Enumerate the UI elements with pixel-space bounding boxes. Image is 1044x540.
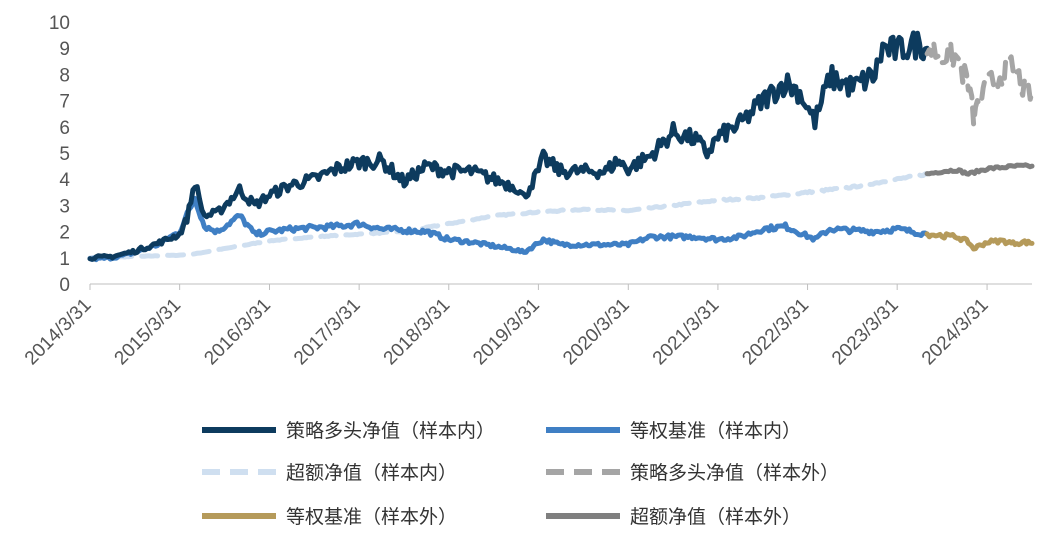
x-tick-label: 2023/3/31 [828,295,903,370]
x-tick-label: 2019/3/31 [469,295,544,370]
legend-label: 超额净值（样本内） [286,462,457,484]
y-tick-label: 2 [59,223,70,244]
x-tick-label: 2020/3/31 [559,295,634,370]
series-line [87,171,930,261]
x-tick-label: 2021/3/31 [649,295,724,370]
y-tick-label: 10 [49,13,70,34]
series-line [924,162,1035,177]
series-line [924,39,1035,127]
legend-label: 超额净值（样本外） [630,506,801,528]
x-tick-label: 2018/3/31 [380,295,455,370]
legend-label: 策略多头净值（样本外） [630,462,839,484]
legend-label: 等权基准（样本内） [630,420,801,442]
y-tick-label: 4 [59,170,70,191]
y-tick-label: 1 [59,249,70,270]
plot-area [87,30,1035,263]
y-axis: 0 1 2 3 4 5 6 7 8 9 10 [49,13,71,296]
y-tick-label: 0 [59,275,70,296]
y-tick-label: 3 [59,196,70,217]
x-axis: 2014/3/31 2015/3/31 2016/3/31 2017/3/31 2018… [21,284,993,369]
series-line [87,195,930,263]
legend-label: 策略多头净值（样本内） [286,420,495,442]
x-tick-label: 2017/3/31 [290,295,365,370]
x-tick-label: 2022/3/31 [738,295,813,370]
y-tick-label: 6 [59,118,70,139]
y-tick-label: 7 [59,92,70,113]
y-tick-label: 8 [59,65,70,86]
series-line [87,30,930,262]
x-tick-label: 2016/3/31 [200,295,275,370]
legend: 策略多头净值（样本内） 等权基准（样本内） 超额净值（样本内） 策略多头净值（样本外）… [202,420,839,528]
x-tick-label: 2015/3/31 [111,295,186,370]
y-tick-label: 5 [59,144,70,165]
series-line [924,231,1035,252]
legend-label: 等权基准（样本外） [286,506,457,528]
x-tick-label: 2024/3/31 [918,295,993,370]
x-tick-label: 2014/3/31 [21,295,96,370]
y-tick-label: 9 [59,39,70,60]
